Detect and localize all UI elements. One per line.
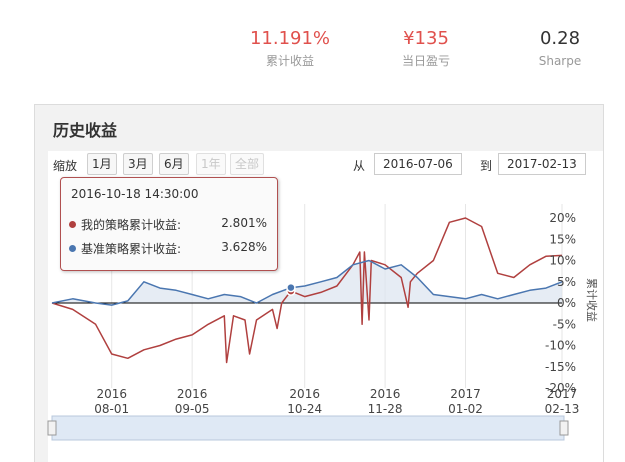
tooltip-date: 2016-10-18 14:30:00 <box>71 187 199 201</box>
benchmark-dot-icon <box>69 245 76 252</box>
tooltip-benchmark-value: 3.628% <box>221 240 267 254</box>
zoom-6m-button[interactable]: 6月 <box>159 153 189 175</box>
sharpe-label: Sharpe <box>538 54 582 68</box>
tooltip-benchmark-name: 基准策略累计收益: <box>81 242 182 256</box>
tooltip-strategy-name: 我的策略累计收益: <box>81 218 182 232</box>
panel-title: 历史收益 <box>53 121 118 140</box>
tooltip-row-benchmark: 基准策略累计收益: 3.628% <box>69 240 269 257</box>
zoom-1m-button[interactable]: 1月 <box>87 153 117 175</box>
zoom-all-button[interactable]: 全部 <box>230 153 265 175</box>
chart-tooltip: 2016-10-18 14:30:00 我的策略累计收益: 2.801% 基准策… <box>60 177 278 271</box>
daily-pnl-value: ¥135 <box>403 28 449 49</box>
cumulative-return-stat: 11.191% 累计收益 <box>248 28 332 70</box>
cumulative-return-value: 11.191% <box>249 28 331 49</box>
zoom-1y-button[interactable]: 1年 <box>196 153 226 175</box>
to-date-input[interactable]: 2017-02-13 <box>498 153 586 175</box>
daily-pnl-label: 当日盈亏 <box>401 54 450 68</box>
zoom-label: 缩放 <box>53 159 78 173</box>
sharpe-value: 0.28 <box>539 28 581 49</box>
strategy-dot-icon <box>69 221 76 228</box>
zoom-3m-button[interactable]: 3月 <box>123 153 153 175</box>
tooltip-strategy-value: 2.801% <box>221 216 267 230</box>
daily-pnl-stat: ¥135 当日盈亏 <box>384 28 468 70</box>
sharpe-stat: 0.28 Sharpe <box>520 28 600 70</box>
from-date-input[interactable]: 2016-07-06 <box>374 153 462 175</box>
tooltip-row-strategy: 我的策略累计收益: 2.801% <box>69 216 269 233</box>
from-label: 从 <box>353 159 366 173</box>
cumulative-return-label: 累计收益 <box>265 54 314 68</box>
to-label: 到 <box>480 159 493 173</box>
